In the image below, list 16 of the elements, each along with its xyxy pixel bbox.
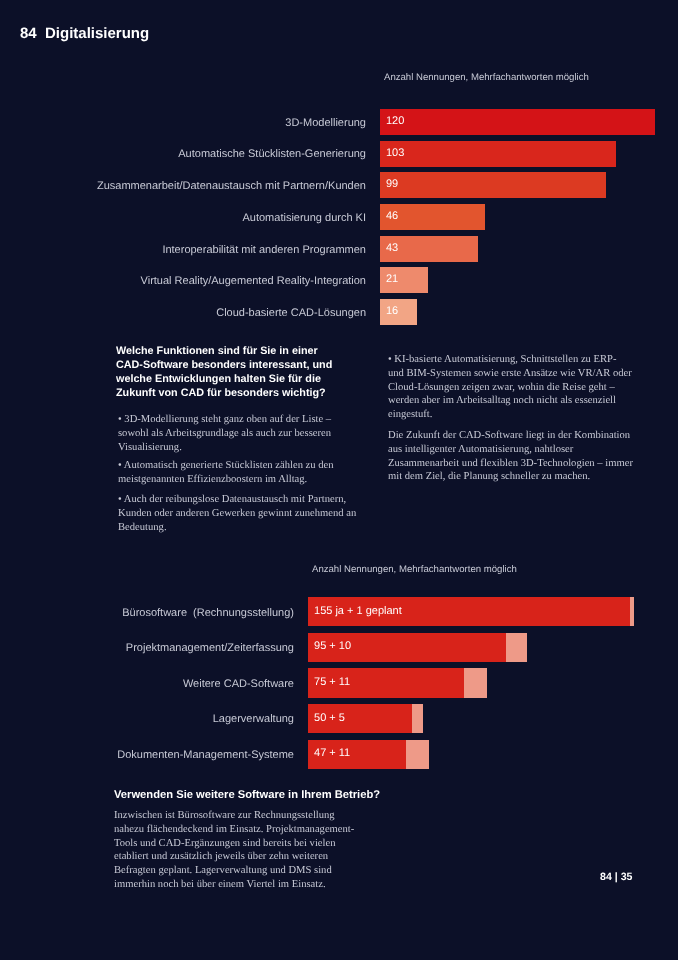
bar (506, 632, 528, 662)
bar (380, 172, 607, 199)
bar (308, 704, 413, 734)
bar (308, 632, 507, 662)
bar (380, 108, 655, 135)
bar (308, 597, 632, 627)
bar (380, 299, 417, 326)
bar (380, 140, 616, 167)
bar (380, 235, 479, 262)
bar (464, 668, 488, 698)
bar (412, 704, 423, 734)
bar (308, 668, 465, 698)
bar (380, 204, 486, 230)
bar (380, 267, 429, 294)
bar (406, 739, 430, 769)
bar (308, 739, 407, 769)
